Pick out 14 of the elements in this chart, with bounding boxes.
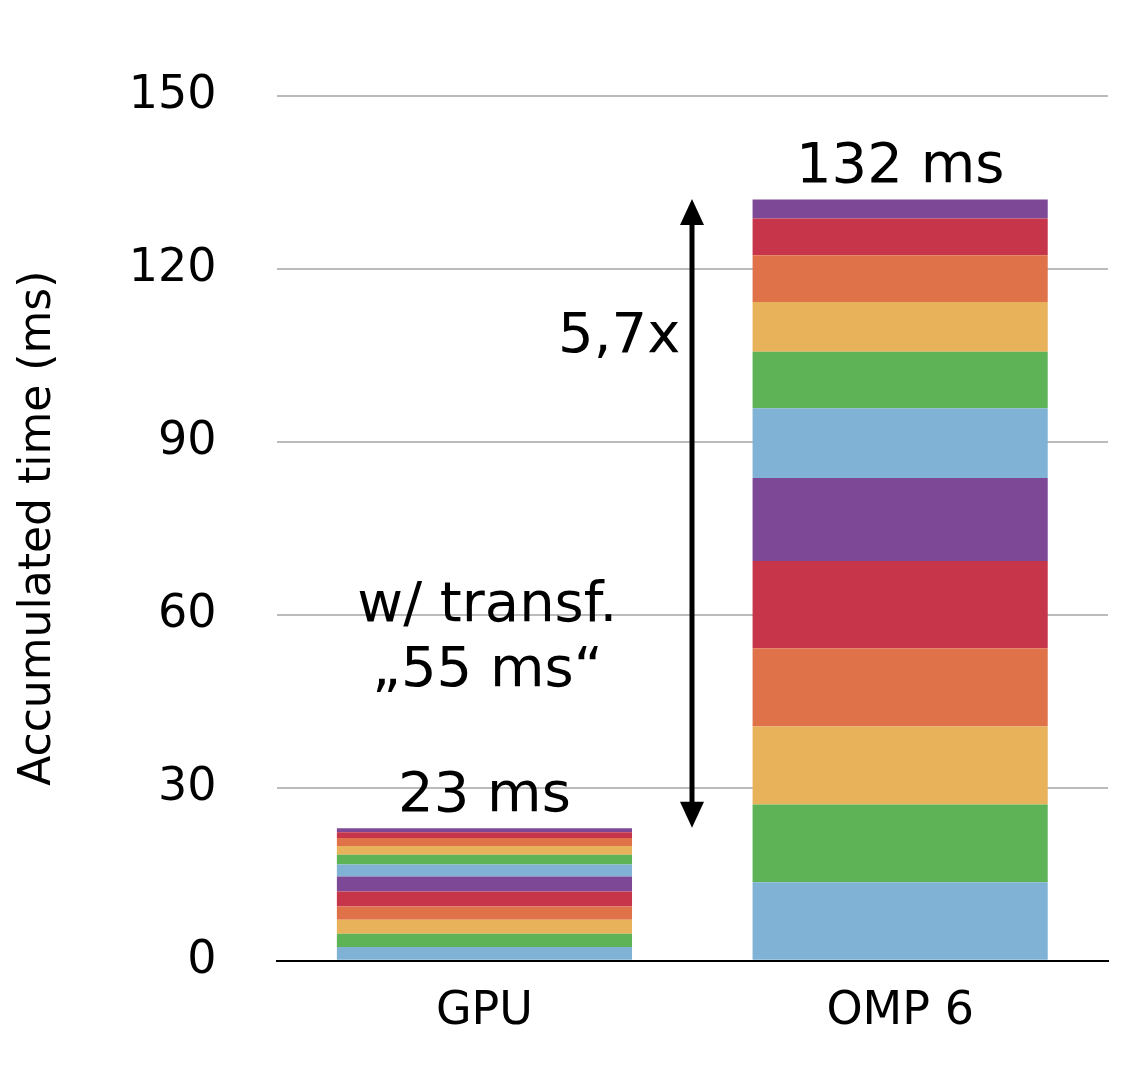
y-axis-title: Accumulated time (ms) [8,270,60,786]
annotation: w/ transf. [357,568,618,634]
total-label: 132 ms [795,129,1005,195]
annotation: „55 ms“ [371,633,603,699]
y-tick-label: 120 [128,237,217,292]
y-tick-label: 30 [158,756,217,811]
total-label: 23 ms [398,758,571,824]
annotation: 5,7x [558,300,681,366]
y-tick-label: 0 [187,929,217,984]
y-tick-label: 150 [128,64,217,119]
x-tick-label: OMP 6 [826,981,974,1036]
y-tick-label: 90 [158,410,217,465]
y-tick-label: 60 [158,583,217,638]
x-tick-label: GPU [435,981,533,1036]
